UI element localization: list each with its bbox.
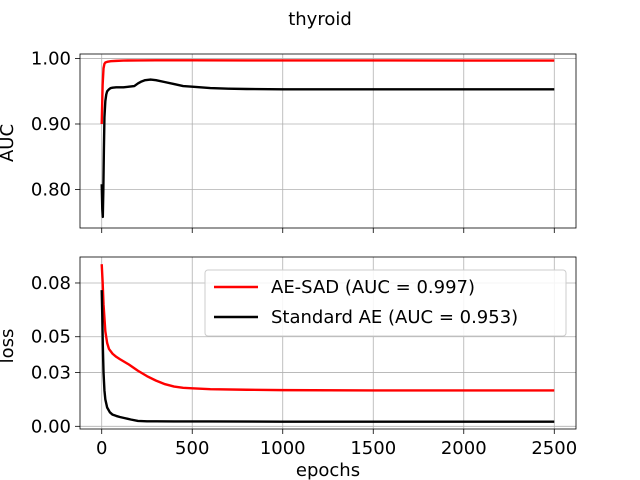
loss-series-line-ae-sad [100, 264, 555, 392]
chart-legend: AE-SAD (AUC = 0.997) Standard AE (AUC = … [204, 269, 567, 337]
auc-y-tick-label: 1.00 [31, 49, 71, 70]
loss-axis-label: loss [0, 329, 18, 364]
loss-x-tick-label: 2000 [441, 438, 487, 459]
legend-label-standard-ae: Standard AE (AUC = 0.953) [271, 307, 518, 328]
loss-y-tick-label: 0.03 [31, 363, 71, 384]
auc-y-tick-label: 0.90 [31, 114, 71, 135]
loss-y-tick-label: 0.08 [31, 273, 71, 294]
legend-box [204, 269, 567, 337]
auc-series-line-ae-sad [100, 59, 555, 125]
loss-x-tick-label: 500 [175, 438, 209, 459]
auc-y-tick-label: 0.80 [31, 179, 71, 200]
loss-x-tick-label: 0 [96, 438, 107, 459]
loss-x-tick-label: 1500 [350, 438, 396, 459]
loss-series-line-standard-ae [100, 290, 555, 423]
loss-y-tick-label: 0.00 [31, 416, 71, 437]
epochs-axis-label: epochs [296, 460, 360, 480]
legend-label-ae-sad: AE-SAD (AUC = 0.997) [271, 277, 475, 298]
auc-series-line-standard-ae [100, 78, 555, 219]
loss-plot-frame [79, 256, 577, 430]
loss-y-tick-label: 0.05 [31, 327, 71, 348]
loss-x-tick-label: 2500 [531, 438, 577, 459]
auc-axis-label: AUC [0, 124, 18, 162]
chart-title: thyroid [288, 9, 352, 30]
auc-panel: 0.80 0.90 1.00 [31, 49, 577, 233]
loss-x-tick-label: 1000 [260, 438, 306, 459]
auc-plot-frame [79, 53, 577, 229]
